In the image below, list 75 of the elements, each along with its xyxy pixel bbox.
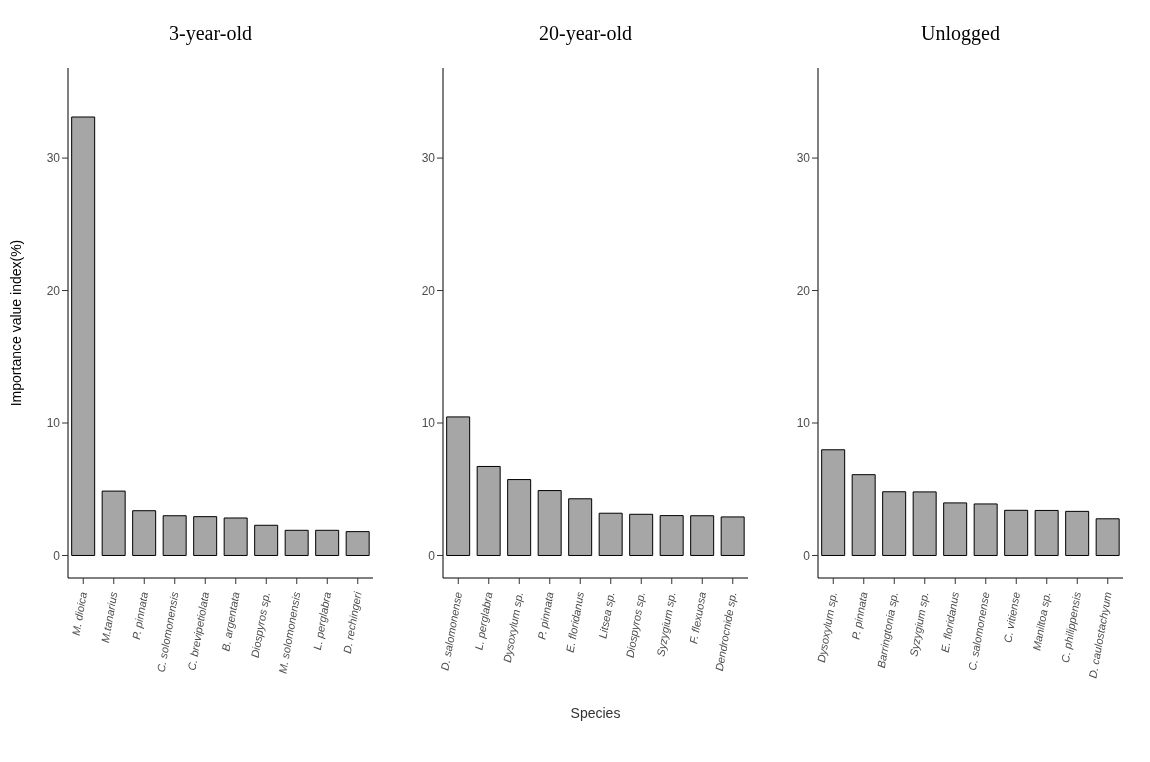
chart-title: Unlogged bbox=[920, 21, 1000, 47]
bar bbox=[1065, 510, 1090, 556]
bar bbox=[912, 491, 937, 556]
bar bbox=[659, 515, 684, 556]
y-tick-label: 10 bbox=[46, 416, 61, 431]
y-tick-label: 20 bbox=[46, 283, 61, 298]
x-tick-label: Dysoxylum sp. bbox=[500, 590, 526, 664]
x-tick-label: M. dioica bbox=[69, 590, 90, 637]
x-tick-label: D. salomonense bbox=[438, 590, 465, 672]
bar bbox=[132, 510, 157, 556]
y-tick-label: 10 bbox=[796, 416, 811, 431]
y-tick-label: 20 bbox=[796, 283, 811, 298]
x-tick-label: Dendrocnide sp. bbox=[712, 590, 739, 672]
x-axis-title: Species bbox=[570, 705, 621, 721]
bar bbox=[537, 490, 562, 556]
y-tick-label: 0 bbox=[428, 548, 436, 563]
x-tick-label: B. argentata bbox=[219, 590, 242, 653]
bar bbox=[446, 416, 471, 556]
x-tick-label: E. floridanus bbox=[563, 590, 587, 654]
x-tick-label: Syzygium sp. bbox=[654, 590, 678, 658]
bar bbox=[943, 502, 968, 556]
bar bbox=[720, 516, 745, 556]
bar bbox=[1004, 509, 1029, 556]
x-tick-label: D. rechingeri bbox=[340, 590, 364, 655]
bar bbox=[629, 513, 654, 556]
bar bbox=[690, 515, 715, 556]
bar bbox=[476, 465, 501, 556]
y-tick-label: 0 bbox=[803, 548, 811, 563]
x-tick-label: L. perglabra bbox=[311, 590, 334, 651]
bar bbox=[345, 531, 370, 556]
x-tick-label: C. vitiense bbox=[1001, 590, 1023, 644]
x-tick-label: Maniltoa sp. bbox=[1030, 590, 1053, 652]
x-tick-label: Barringtonia sp. bbox=[874, 590, 901, 669]
bar bbox=[193, 516, 218, 556]
x-tick-label: M.tanarius bbox=[98, 590, 120, 644]
bar bbox=[507, 479, 532, 556]
bar bbox=[101, 490, 126, 556]
x-tick-label: P. pinnata bbox=[535, 590, 556, 641]
x-tick-label: C. salomonense bbox=[965, 590, 992, 672]
y-tick-label: 30 bbox=[796, 151, 811, 166]
x-tick-label: P. pinnata bbox=[129, 590, 151, 641]
bar bbox=[254, 524, 279, 556]
x-tick-label: Syzygium sp. bbox=[907, 590, 931, 658]
x-tick-label: Diospyros sp. bbox=[248, 590, 273, 659]
y-axis-title: Importance value index(%) bbox=[7, 239, 24, 407]
bar bbox=[1095, 518, 1120, 556]
y-tick-label: 20 bbox=[421, 283, 436, 298]
x-tick-label: C. solomonensis bbox=[154, 590, 181, 674]
bar bbox=[1034, 509, 1059, 556]
x-tick-label: E. floridanus bbox=[938, 590, 962, 654]
x-tick-label: P. pinnata bbox=[849, 590, 870, 641]
bar bbox=[223, 517, 248, 556]
y-tick-label: 0 bbox=[53, 548, 61, 563]
bar bbox=[973, 503, 998, 556]
bar bbox=[284, 529, 309, 556]
bar bbox=[315, 529, 340, 556]
bar bbox=[882, 491, 907, 556]
x-tick-label: C. philippensis bbox=[1058, 590, 1084, 664]
y-tick-label: 30 bbox=[46, 151, 61, 166]
bar bbox=[568, 498, 593, 556]
bar bbox=[71, 116, 96, 556]
x-tick-label: Litsea sp. bbox=[596, 590, 617, 640]
bar bbox=[162, 515, 187, 556]
x-tick-label: Dysoxylum sp. bbox=[814, 590, 840, 664]
x-tick-label: Diospyros sp. bbox=[623, 590, 648, 659]
bar bbox=[851, 474, 876, 556]
chart-title: 20-year-old bbox=[538, 21, 632, 47]
bar bbox=[821, 449, 846, 556]
bar bbox=[598, 512, 623, 556]
y-tick-label: 10 bbox=[421, 416, 436, 431]
x-tick-label: M. solomonensis bbox=[276, 590, 303, 675]
x-tick-label: F. flexuosa bbox=[687, 590, 709, 645]
chart-title: 3-year-old bbox=[168, 21, 252, 47]
x-tick-label: L. perglabra bbox=[472, 590, 495, 651]
y-tick-label: 30 bbox=[421, 151, 436, 166]
